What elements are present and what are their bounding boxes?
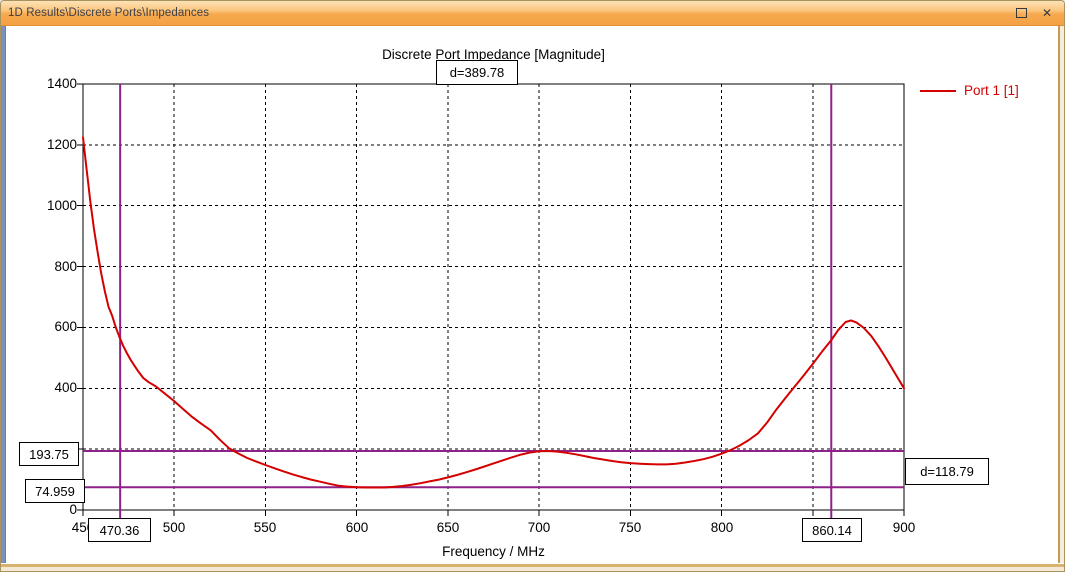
x-tick-label: 550: [253, 520, 277, 535]
plot-background: [6, 25, 1057, 563]
x-tick-label: 600: [345, 520, 369, 535]
y-tick-label: 1000: [46, 198, 77, 213]
y-tick-label: 400: [54, 380, 77, 395]
y-tick-label: 1400: [46, 76, 77, 91]
x-tick-label: 650: [436, 520, 460, 535]
window-controls: ✕: [1014, 1, 1054, 25]
maximize-icon: [1015, 8, 1027, 18]
x-tick-label: 500: [162, 520, 186, 535]
close-button[interactable]: ✕: [1040, 6, 1054, 20]
legend: Port 1 [1]: [920, 83, 1019, 98]
chart-title: Discrete Port Impedance [Magnitude]: [382, 47, 605, 62]
legend-line-swatch: [920, 89, 956, 92]
legend-label: Port 1 [1]: [964, 83, 1019, 98]
window-title: 1D Results\Discrete Ports\Impedances: [8, 7, 210, 19]
y-tick-label: 1200: [46, 137, 77, 152]
x-marker-box-470[interactable]: 470.36: [88, 518, 151, 542]
x-tick-label: 900: [892, 520, 916, 535]
maximize-button[interactable]: [1014, 6, 1028, 20]
y-marker-box-193[interactable]: 193.75: [19, 442, 79, 466]
x-tick-label: 750: [618, 520, 642, 535]
y-tick-label: 800: [54, 259, 77, 274]
delta-x-marker-box[interactable]: d=389.78: [436, 60, 518, 85]
left-frame-edge: [1, 25, 6, 563]
x-marker-box-860[interactable]: 860.14: [802, 518, 862, 542]
y-tick-label: 600: [54, 319, 77, 334]
window-titlebar[interactable]: 1D Results\Discrete Ports\Impedances ✕: [1, 1, 1064, 26]
x-tick-label: 800: [710, 520, 734, 535]
y-tick-label: 0: [69, 502, 77, 517]
x-axis-label: Frequency / MHz: [442, 544, 545, 559]
x-tick-label: 700: [527, 520, 551, 535]
y-marker-box-74[interactable]: 74.959: [25, 479, 85, 503]
bottom-frame-edge: [1, 563, 1064, 571]
delta-y-marker-box[interactable]: d=118.79: [905, 458, 989, 485]
right-frame-edge: [1057, 25, 1064, 563]
close-icon: ✕: [1041, 6, 1053, 20]
